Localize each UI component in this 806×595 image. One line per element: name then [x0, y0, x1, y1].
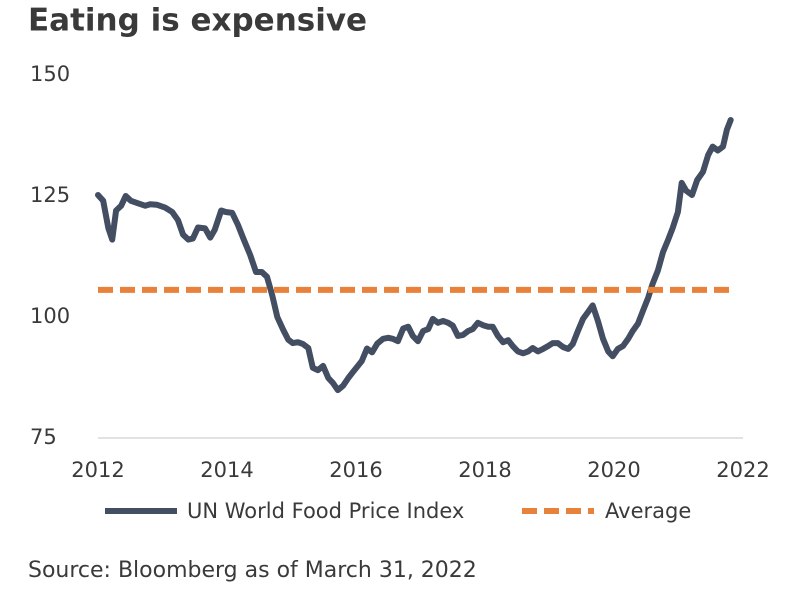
x-tick-label: 2016	[329, 458, 382, 482]
series-line	[95, 117, 734, 394]
legend-label: UN World Food Price Index	[187, 499, 464, 523]
y-tick-label: 100	[30, 304, 70, 328]
y-tick-label: 125	[30, 183, 70, 207]
x-tick-label: 2014	[200, 458, 253, 482]
x-tick-label: 2012	[71, 458, 124, 482]
x-tick-label: 2022	[716, 458, 769, 482]
legend-label: Average	[605, 499, 691, 523]
x-tick-label: 2018	[458, 458, 511, 482]
source-note: Source: Bloomberg as of March 31, 2022	[28, 558, 477, 583]
y-tick-label: 150	[30, 62, 70, 86]
y-tick-label: 75	[30, 425, 57, 449]
chart-title: Eating is expensive	[28, 3, 367, 39]
x-tick-label: 2020	[587, 458, 640, 482]
